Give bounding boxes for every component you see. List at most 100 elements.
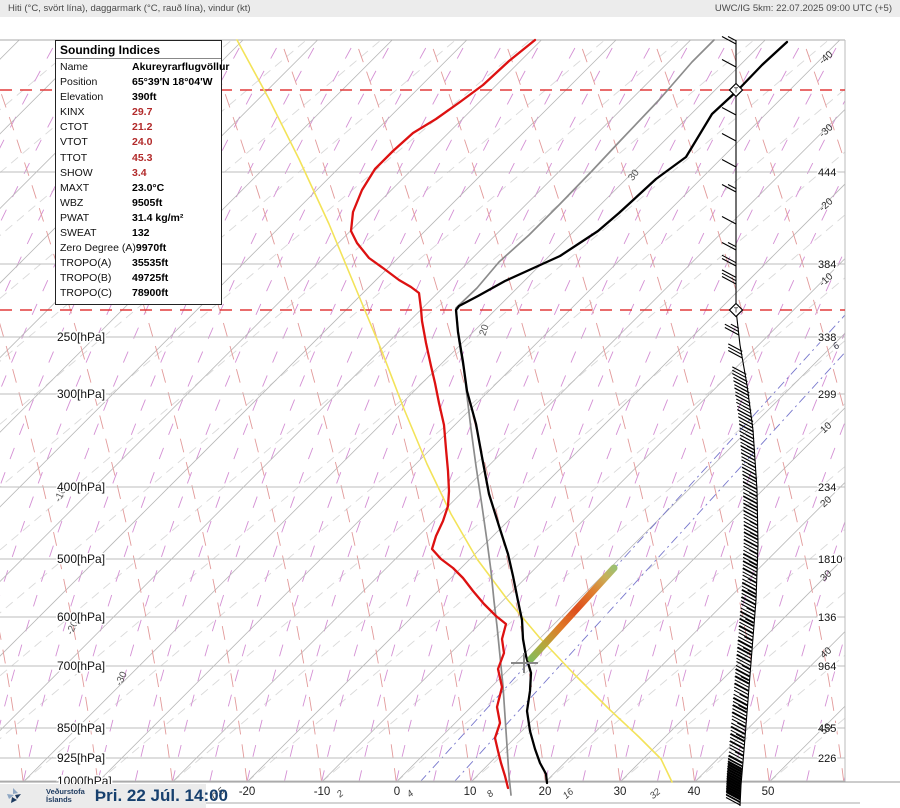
index-label: TROPO(B) bbox=[60, 272, 112, 285]
org-line2: Íslands bbox=[46, 795, 72, 804]
index-label: SHOW bbox=[60, 166, 93, 179]
temp-label-right: 40 bbox=[819, 645, 835, 661]
index-row: Position 65°39'N 18°04'W bbox=[56, 75, 221, 90]
pressure-label: 600[hPa] bbox=[57, 610, 105, 624]
index-row: TTOT 45.3 bbox=[56, 151, 221, 166]
temp-label-right: -20 bbox=[817, 196, 835, 214]
parcel-curve bbox=[455, 39, 715, 796]
footer-bar: Veðurstofa Íslands Þri. 22 Júl. 14:00 bbox=[0, 784, 228, 808]
index-value: 29.7 bbox=[132, 106, 153, 119]
temp-label-bottom: 10 bbox=[464, 786, 477, 798]
index-label: CTOT bbox=[60, 121, 89, 134]
index-label: Name bbox=[60, 61, 89, 73]
height-label: 338 bbox=[818, 332, 836, 344]
index-value: 9970ft bbox=[135, 242, 167, 255]
height-label: 384 bbox=[818, 259, 836, 271]
index-row: WBZ 9505ft bbox=[56, 196, 221, 211]
height-label: 234 bbox=[818, 482, 836, 494]
index-value: 35535ft bbox=[132, 257, 169, 270]
index-label: SWEAT bbox=[60, 227, 97, 240]
index-label: Zero Degree (A) bbox=[60, 242, 136, 255]
index-row: Zero Degree (A) 9970ft bbox=[56, 241, 221, 256]
index-value: 78900ft bbox=[132, 287, 169, 300]
index-label: Elevation bbox=[60, 91, 104, 104]
org-name: Veðurstofa Íslands bbox=[46, 788, 85, 804]
index-row: CTOT 21.2 bbox=[56, 120, 221, 135]
index-row: SHOW 3.4 bbox=[56, 166, 221, 181]
temp-label-right: -30 bbox=[817, 122, 835, 140]
temp-label-bottom: 50 bbox=[762, 786, 775, 798]
index-value: 65°39'N 18°04'W bbox=[132, 76, 213, 89]
index-value: 3.4 bbox=[132, 166, 147, 179]
mixing-ratio-label: 8 bbox=[485, 788, 497, 800]
temp-label-bottom: -20 bbox=[239, 786, 256, 798]
tropopause-marker bbox=[728, 302, 744, 318]
temp-label-bottom: 0 bbox=[394, 786, 400, 798]
tropopause-marker-glyph: T bbox=[734, 308, 739, 315]
index-row: KINX 29.7 bbox=[56, 105, 221, 120]
index-label: VTOT bbox=[60, 136, 88, 149]
mixing-ratio-lines bbox=[419, 314, 845, 782]
height-label: 455 bbox=[818, 723, 836, 735]
temp-label-bottom: 30 bbox=[614, 786, 627, 798]
height-label: 1810 bbox=[818, 554, 842, 566]
index-value: 24.0 bbox=[132, 136, 153, 149]
index-row: SWEAT 132 bbox=[56, 226, 221, 241]
temp-label-bottom: 40 bbox=[688, 786, 701, 798]
moist-adiabat-magenta-lines bbox=[0, 40, 845, 782]
index-label: TROPO(A) bbox=[60, 257, 112, 270]
index-label: KINX bbox=[60, 106, 85, 119]
model-run-text: UWC/IG 5km: 22.07.2025 09:00 UTC (+5) bbox=[714, 3, 892, 14]
yellow-reference-curve bbox=[236, 39, 673, 783]
adiabat-label: -30 bbox=[114, 670, 130, 688]
index-value: 9505ft bbox=[132, 196, 163, 209]
index-value: 49725ft bbox=[132, 272, 169, 285]
height-label: 444 bbox=[818, 167, 836, 179]
index-value: 390ft bbox=[132, 91, 157, 104]
vedurstofa-logo bbox=[7, 788, 21, 803]
valid-datetime: Þri. 22 Júl. 14:00 bbox=[94, 786, 229, 805]
index-label: PWAT bbox=[60, 211, 90, 224]
sounding-indices-panel: Sounding Indices Name Akureyrarflugvöllur… bbox=[55, 40, 229, 305]
dewpoint-curve bbox=[349, 38, 537, 790]
height-label: 226 bbox=[818, 753, 836, 765]
moist-adiabat-gray-lines bbox=[0, 40, 845, 782]
org-line1: Veðurstofa bbox=[46, 787, 85, 796]
height-labels: 444 384 338 299 234 1810 136 964 455 226 bbox=[817, 166, 844, 767]
adiabat-label: 20 bbox=[478, 323, 492, 337]
temp-label-right: -10 bbox=[817, 271, 835, 289]
temp-label-bottom: 20 bbox=[539, 786, 552, 798]
index-label: TROPO(C) bbox=[60, 287, 112, 300]
index-value: 31.4 kg/m² bbox=[132, 211, 184, 224]
pressure-label: 300[hPa] bbox=[57, 387, 105, 401]
sounding-curves bbox=[236, 38, 789, 796]
wind-barbs: TT bbox=[721, 36, 759, 807]
index-row: VTOT 24.0 bbox=[56, 135, 221, 150]
index-row: PWAT 31.4 kg/m² bbox=[56, 211, 221, 226]
temp-label-bottom: -10 bbox=[314, 786, 331, 798]
index-value: 132 bbox=[132, 227, 150, 240]
cross-marker bbox=[511, 653, 538, 673]
pressure-label: 850[hPa] bbox=[57, 721, 105, 735]
height-label: 299 bbox=[818, 389, 836, 401]
index-label: WBZ bbox=[60, 196, 84, 209]
height-label: 964 bbox=[818, 661, 836, 673]
mixing-ratio-label: 6 bbox=[831, 340, 843, 352]
index-label: Position bbox=[60, 76, 98, 89]
index-row: TROPO(C) 78900ft bbox=[56, 286, 221, 301]
temp-label-right: -40 bbox=[817, 49, 835, 67]
pressure-label: 700[hPa] bbox=[57, 659, 105, 673]
index-row: Elevation 390ft bbox=[56, 90, 221, 105]
mixing-ratio-label: 32 bbox=[648, 786, 664, 802]
index-value: 23.0°C bbox=[132, 181, 165, 194]
pressure-label: 500[hPa] bbox=[57, 552, 105, 566]
index-row: Name Akureyrarflugvöllur bbox=[56, 60, 229, 75]
wind-staff bbox=[735, 40, 759, 807]
index-row: TROPO(A) 35535ft bbox=[56, 256, 221, 271]
tropopause-marker-glyph: T bbox=[734, 88, 739, 95]
temp-label-right: 20 bbox=[819, 494, 835, 510]
temp-label-right: 10 bbox=[819, 420, 835, 436]
tropopause-marker bbox=[728, 82, 744, 98]
index-row: MAXT 23.0°C bbox=[56, 181, 221, 196]
